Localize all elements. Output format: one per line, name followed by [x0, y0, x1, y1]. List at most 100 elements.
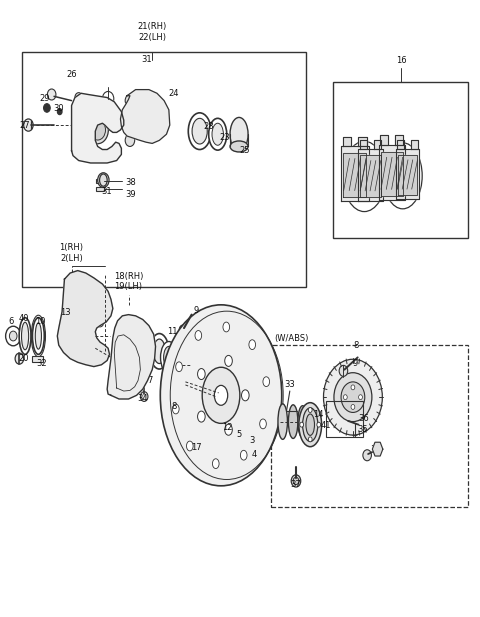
- Ellipse shape: [263, 377, 270, 387]
- Circle shape: [317, 422, 321, 427]
- Text: 13: 13: [60, 308, 71, 317]
- Circle shape: [125, 94, 135, 107]
- Text: 16: 16: [396, 56, 407, 65]
- Polygon shape: [359, 136, 367, 146]
- Bar: [22, 52, 306, 287]
- Ellipse shape: [35, 323, 41, 349]
- Polygon shape: [372, 442, 383, 456]
- Text: 15: 15: [371, 445, 381, 453]
- Text: 25: 25: [240, 146, 250, 155]
- Circle shape: [65, 324, 72, 333]
- Ellipse shape: [90, 120, 106, 140]
- Bar: [132, 351, 137, 358]
- Circle shape: [102, 91, 114, 106]
- Polygon shape: [380, 135, 388, 145]
- Text: 1(RH)
2(LH): 1(RH) 2(LH): [60, 243, 84, 263]
- Circle shape: [334, 373, 372, 421]
- Ellipse shape: [299, 403, 322, 447]
- Text: 37: 37: [290, 480, 301, 489]
- Ellipse shape: [215, 386, 228, 405]
- Text: 24: 24: [168, 89, 179, 97]
- Polygon shape: [410, 140, 418, 149]
- Ellipse shape: [187, 441, 193, 451]
- Bar: [96, 188, 104, 191]
- Polygon shape: [107, 315, 156, 399]
- Ellipse shape: [176, 362, 182, 371]
- Circle shape: [351, 405, 355, 410]
- Text: 27: 27: [19, 120, 30, 130]
- Circle shape: [57, 109, 62, 115]
- Ellipse shape: [225, 355, 232, 366]
- Ellipse shape: [188, 113, 211, 149]
- Text: 41: 41: [320, 421, 331, 431]
- Ellipse shape: [306, 404, 316, 439]
- Circle shape: [44, 104, 50, 112]
- Circle shape: [24, 119, 33, 131]
- Ellipse shape: [212, 123, 223, 145]
- Ellipse shape: [213, 459, 219, 468]
- Polygon shape: [397, 140, 404, 149]
- Polygon shape: [360, 140, 367, 149]
- Text: 8: 8: [353, 341, 359, 350]
- Text: 23: 23: [219, 133, 230, 143]
- Circle shape: [350, 423, 360, 436]
- Text: 29: 29: [39, 94, 50, 103]
- Text: 6: 6: [9, 318, 14, 326]
- Circle shape: [179, 325, 187, 335]
- Circle shape: [308, 408, 312, 412]
- Text: 3: 3: [250, 436, 255, 445]
- Text: 9: 9: [194, 307, 199, 315]
- Polygon shape: [358, 149, 383, 201]
- Circle shape: [96, 317, 104, 327]
- Ellipse shape: [302, 408, 318, 442]
- Circle shape: [359, 395, 362, 400]
- Ellipse shape: [249, 340, 255, 350]
- Bar: [333, 82, 468, 238]
- Text: 20: 20: [18, 354, 29, 363]
- Ellipse shape: [260, 419, 266, 429]
- Ellipse shape: [150, 334, 169, 369]
- Text: 12: 12: [222, 423, 233, 432]
- Text: 36: 36: [358, 414, 369, 423]
- Polygon shape: [397, 155, 418, 195]
- Text: 8: 8: [171, 402, 176, 411]
- Circle shape: [104, 94, 112, 104]
- Text: 31: 31: [141, 54, 152, 64]
- Text: 7: 7: [147, 376, 153, 385]
- Ellipse shape: [306, 414, 314, 436]
- Text: 18(RH)
19(LH): 18(RH) 19(LH): [114, 272, 143, 291]
- Text: 17: 17: [191, 444, 202, 452]
- Polygon shape: [343, 153, 366, 197]
- Ellipse shape: [19, 318, 31, 354]
- Ellipse shape: [223, 322, 229, 332]
- Bar: [271, 345, 468, 507]
- Polygon shape: [341, 146, 369, 202]
- Circle shape: [48, 89, 56, 100]
- Ellipse shape: [198, 368, 205, 379]
- Circle shape: [125, 135, 135, 146]
- Polygon shape: [343, 136, 351, 146]
- Polygon shape: [395, 135, 403, 145]
- Circle shape: [351, 385, 355, 390]
- Ellipse shape: [170, 350, 185, 379]
- Text: 14: 14: [313, 410, 324, 420]
- Ellipse shape: [160, 305, 282, 486]
- Circle shape: [293, 478, 299, 484]
- Circle shape: [6, 326, 21, 346]
- Polygon shape: [57, 271, 113, 366]
- Text: 31: 31: [101, 186, 111, 196]
- Circle shape: [291, 475, 301, 487]
- Ellipse shape: [33, 318, 44, 354]
- Bar: [96, 179, 104, 183]
- Polygon shape: [72, 93, 124, 163]
- Text: 4: 4: [252, 450, 257, 459]
- Circle shape: [343, 414, 351, 425]
- Ellipse shape: [202, 367, 240, 423]
- Ellipse shape: [164, 346, 174, 368]
- Ellipse shape: [230, 141, 248, 152]
- Text: 11: 11: [168, 327, 178, 336]
- Ellipse shape: [192, 118, 207, 144]
- Ellipse shape: [240, 450, 247, 460]
- Ellipse shape: [288, 405, 298, 439]
- Text: 28: 28: [204, 122, 215, 131]
